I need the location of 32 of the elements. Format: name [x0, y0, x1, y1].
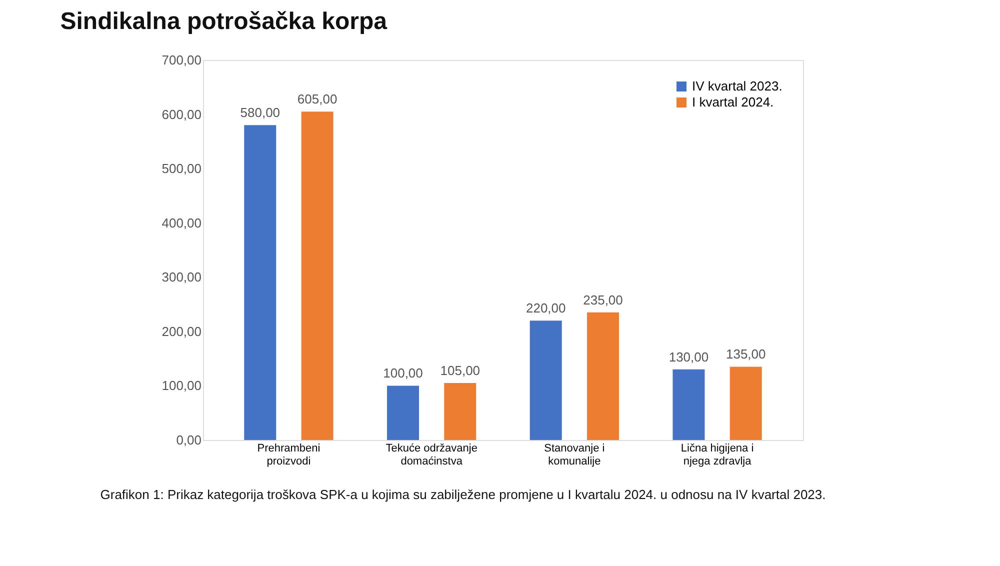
bar — [387, 386, 419, 440]
data-label: 235,00 — [583, 292, 623, 308]
x-tick-label: Stanovanje i komunalije — [544, 442, 605, 468]
x-tick-label: Prehrambeni proizvodi — [257, 442, 320, 468]
y-tick-label: 0,00 — [176, 432, 202, 448]
bar — [530, 320, 562, 440]
y-tick-label: 600,00 — [162, 106, 202, 122]
legend-label: IV kvartal 2023. — [692, 78, 782, 94]
text: Grafikon 1: Prikaz kategorija troškova SPK-a u kojima su zabilježene promjene u I kvartalu 2024. u odnosu na IV kvartal 2023. — [100, 487, 826, 502]
legend-label: I kvartal 2024. — [692, 94, 774, 110]
bar — [244, 125, 276, 440]
y-tick-label: 200,00 — [162, 324, 202, 339]
chart-title: Sindikalna potrošačka korpa — [60, 8, 388, 35]
y-tick-label: 500,00 — [162, 161, 202, 176]
data-label: 100,00 — [383, 366, 423, 381]
data-label: 105,00 — [440, 363, 480, 378]
y-tick-label: 300,00 — [162, 270, 202, 285]
bar — [730, 366, 762, 440]
x-tick-label: Lična higijena i njega zdravlja — [680, 442, 754, 468]
data-label: 130,00 — [668, 349, 709, 364]
data-label: 580,00 — [240, 105, 280, 120]
data-label: 605,00 — [297, 92, 338, 107]
data-label: 135,00 — [726, 346, 766, 362]
y-tick-label: 100,00 — [162, 378, 202, 394]
bar — [444, 383, 476, 440]
bar — [672, 369, 705, 440]
bar — [301, 112, 334, 440]
data-label: 220,00 — [526, 300, 566, 316]
y-tick-label: 700,00 — [162, 52, 202, 68]
y-tick-label: 400,00 — [162, 215, 202, 230]
x-tick-label: Tekuće održavanje domaćinstva — [386, 442, 478, 468]
bar — [587, 312, 619, 440]
